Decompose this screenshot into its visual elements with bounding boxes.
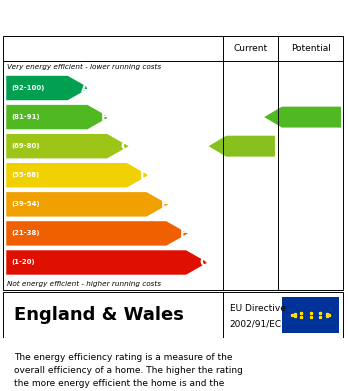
Polygon shape: [264, 107, 341, 127]
Text: D: D: [140, 169, 150, 182]
Text: EU Directive: EU Directive: [230, 303, 286, 312]
Text: C: C: [121, 140, 130, 152]
Polygon shape: [208, 136, 275, 157]
Polygon shape: [6, 76, 89, 100]
Polygon shape: [6, 163, 148, 187]
Text: E: E: [160, 198, 169, 211]
Text: Not energy efficient - higher running costs: Not energy efficient - higher running co…: [7, 280, 161, 287]
Text: (1-20): (1-20): [11, 260, 35, 265]
Text: England & Wales: England & Wales: [14, 306, 184, 324]
Text: Potential: Potential: [291, 44, 331, 53]
Text: Very energy efficient - lower running costs: Very energy efficient - lower running co…: [7, 64, 161, 70]
Text: (92-100): (92-100): [11, 85, 45, 91]
Polygon shape: [6, 105, 109, 129]
Polygon shape: [6, 134, 129, 158]
Polygon shape: [6, 221, 188, 246]
Text: 71: 71: [245, 140, 263, 152]
Text: (55-68): (55-68): [11, 172, 40, 178]
Bar: [282, 297, 339, 334]
Text: Current: Current: [234, 44, 268, 53]
Text: (69-80): (69-80): [11, 143, 40, 149]
Text: (21-38): (21-38): [11, 230, 40, 237]
Text: G: G: [199, 256, 209, 269]
Text: (39-54): (39-54): [11, 201, 40, 207]
Text: F: F: [180, 227, 189, 240]
Text: 81: 81: [306, 111, 324, 124]
Polygon shape: [6, 192, 168, 217]
Polygon shape: [6, 250, 208, 275]
Text: A: A: [81, 81, 90, 95]
Text: Energy Efficiency Rating: Energy Efficiency Rating: [10, 9, 232, 25]
Text: The energy efficiency rating is a measure of the
overall efficiency of a home. T: The energy efficiency rating is a measur…: [14, 353, 243, 391]
Text: (81-91): (81-91): [11, 114, 40, 120]
Text: B: B: [101, 111, 110, 124]
Text: 2002/91/EC: 2002/91/EC: [230, 320, 282, 329]
